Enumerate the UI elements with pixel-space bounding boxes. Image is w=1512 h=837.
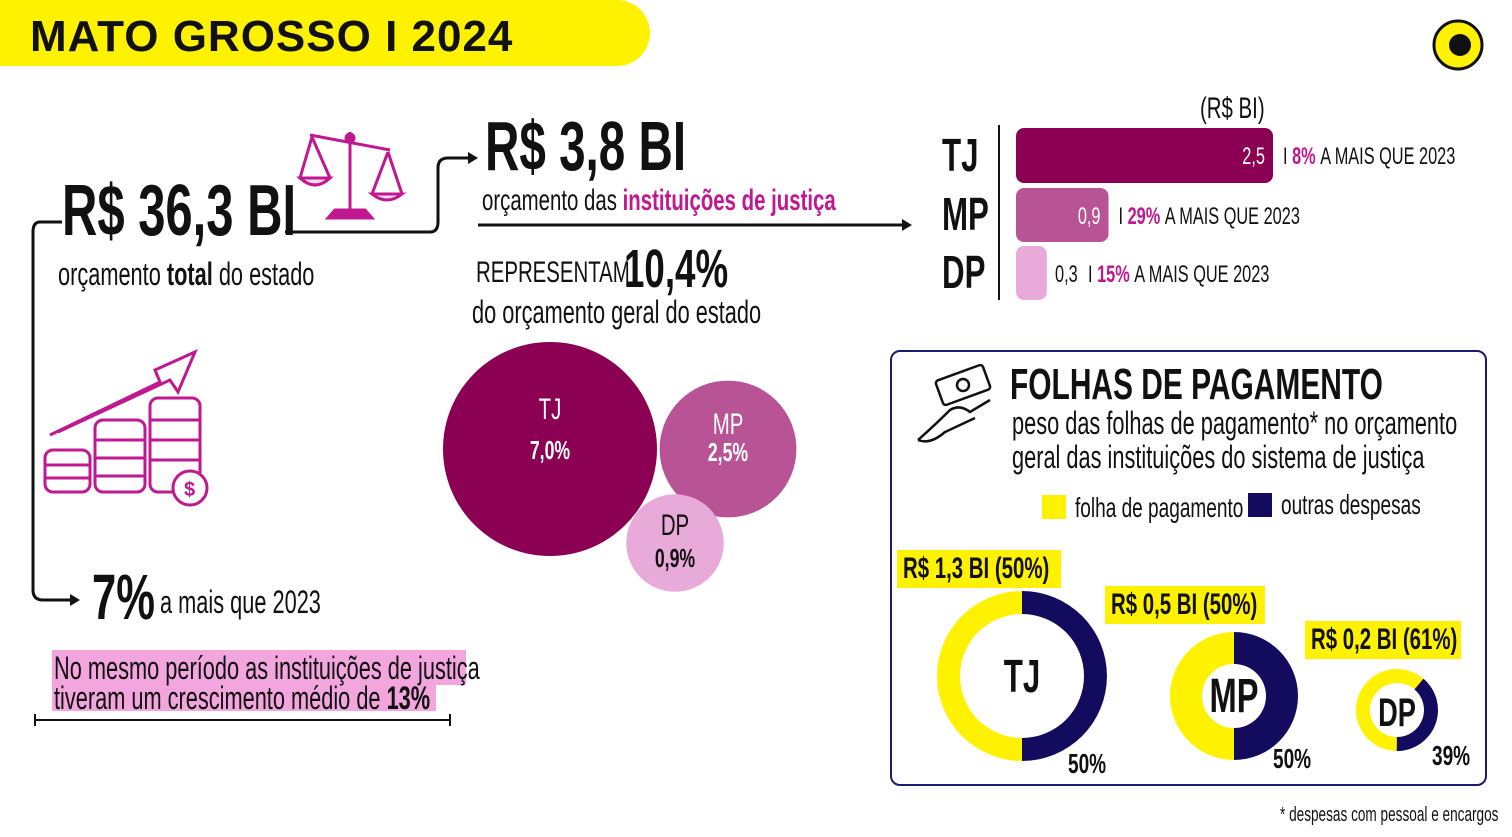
bubble-value: 2,5%: [708, 438, 748, 467]
bubble-value: 7,0%: [530, 436, 570, 465]
arrow-icon: [468, 152, 478, 164]
bubble-label: TJ: [539, 393, 562, 426]
growth-label: a mais que 2023: [160, 584, 321, 620]
note-highlight: [52, 684, 436, 711]
legend-swatch-payroll: [1042, 495, 1066, 519]
bar-tj: [1016, 128, 1273, 183]
represent-value: 10,4%: [624, 239, 729, 299]
bubble-value: 0,9%: [655, 544, 695, 573]
legend-swatch-other: [1248, 493, 1272, 517]
donut-center-label: TJ: [1004, 651, 1041, 702]
donut-other-segment: [1396, 678, 1438, 752]
bar-category-label: MP: [942, 189, 989, 240]
page-title: MATO GROSSO I 2024: [30, 12, 514, 61]
total-budget-value: R$ 36,3 BI: [62, 171, 297, 251]
legend-label-other: outras despesas: [1281, 489, 1421, 520]
donut-other-pct: 39%: [1432, 740, 1470, 772]
bar-dp: [1016, 246, 1047, 300]
bar-value-label: 0,3: [1055, 261, 1078, 288]
header-banner: MATO GROSSO I 2024: [0, 0, 650, 66]
donut-other-segment: [1022, 591, 1107, 761]
payroll-panel: [890, 350, 1487, 786]
donut-other-pct: 50%: [1068, 748, 1106, 780]
arrow-icon: [902, 219, 912, 231]
connector-line: [31, 220, 72, 602]
connector-line: [285, 156, 470, 234]
donut-payroll-segment: [1356, 669, 1424, 751]
bar-unit-label: (R$ BI): [1200, 92, 1265, 125]
bubble-dp: [626, 494, 724, 592]
bar-growth-label: I 15% A MAIS QUE 2023: [1088, 261, 1269, 288]
donut-center-label: MP: [1210, 669, 1259, 723]
represent-sublabel: do orçamento geral do estado: [472, 294, 762, 330]
hand-money-icon: [917, 363, 992, 443]
justice-budget-label: orçamento das instituições de justiça: [482, 184, 836, 217]
note-highlight: [52, 650, 466, 685]
bar-category-label: DP: [942, 247, 985, 298]
note-line-2: tiveram um crescimento médio de 13%: [54, 680, 431, 716]
bar-growth-label: I 8% A MAIS QUE 2023: [1283, 143, 1455, 170]
donut-payroll-segment: [1169, 632, 1234, 760]
bar-category-label: TJ: [942, 130, 979, 181]
total-budget-label: orçamento total do estado: [58, 256, 315, 292]
footnote: * despesas com pessoal e encargos: [1280, 804, 1499, 826]
donut-payroll-label-dp: R$ 0,2 BI (61%): [1305, 621, 1461, 659]
arrow-icon: [70, 594, 80, 606]
donut-payroll-label-tj: R$ 1,3 BI (50%): [897, 550, 1061, 588]
logo-icon: [1432, 19, 1484, 71]
represent-label: REPRESENTAM: [476, 256, 630, 289]
svg-text:$: $: [184, 479, 195, 501]
payroll-subtitle-2: geral das instituições do sistema de jus…: [1012, 439, 1425, 475]
scale-of-justice-icon: [296, 132, 407, 220]
bar-growth-label: I 29% A MAIS QUE 2023: [1119, 203, 1300, 230]
donut-payroll-segment: [937, 591, 1022, 761]
justice-budget-value: R$ 3,8 BI: [485, 107, 687, 185]
bar-mp: [1016, 188, 1109, 242]
bubble-mp: [659, 380, 797, 518]
donut-payroll-label-mp: R$ 0,5 BI (50%): [1105, 586, 1265, 624]
donut-center-label: DP: [1378, 691, 1416, 735]
bubble-label: DP: [661, 509, 689, 542]
growth-value: 7%: [92, 561, 155, 633]
donut-other-segment: [1234, 632, 1298, 760]
bar-value-label: 0,9: [1078, 203, 1101, 230]
bar-value-label: 2,5: [1242, 143, 1265, 170]
payroll-title: FOLHAS DE PAGAMENTO: [1010, 360, 1383, 409]
note-line-1: No mesmo período as instituições de just…: [54, 650, 480, 686]
bubble-label: MP: [713, 408, 744, 441]
legend-label-payroll: folha de pagamento: [1075, 492, 1244, 523]
payroll-subtitle-1: peso das folhas de pagamento* no orçamen…: [1012, 405, 1458, 441]
growth-coins-icon: $: [43, 349, 209, 507]
donut-other-pct: 50%: [1273, 743, 1311, 775]
bubble-tj: [443, 342, 657, 556]
